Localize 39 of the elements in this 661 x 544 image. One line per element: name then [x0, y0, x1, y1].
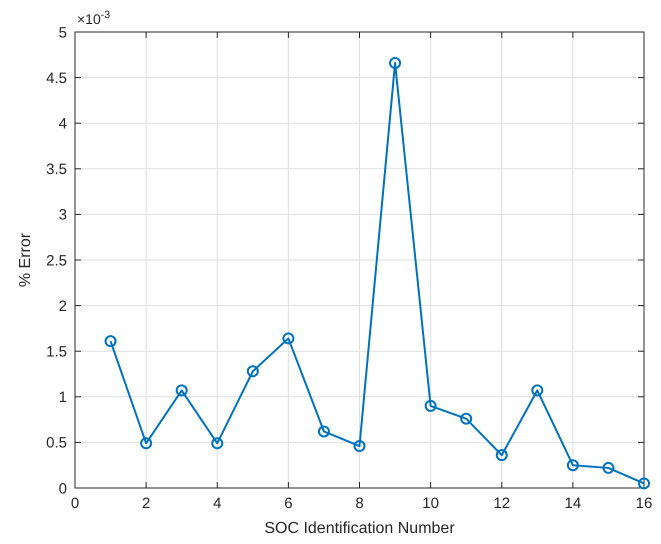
- x-tick-label: 14: [564, 495, 582, 512]
- y-tick-label: 1.5: [46, 343, 67, 360]
- point: [246, 365, 259, 378]
- x-tick-label: 2: [142, 495, 150, 512]
- point: [176, 384, 188, 396]
- point: [602, 462, 614, 474]
- point: [140, 437, 152, 450]
- x-tick-label: 6: [284, 495, 293, 512]
- x-axis-title: SOC Identification Number: [264, 520, 456, 537]
- y-tick-label: 4.5: [46, 70, 67, 87]
- y-tick-label: 3.5: [46, 161, 67, 178]
- x-tick-label: 0: [70, 495, 80, 512]
- text: ×10$^{-3}$: [77, 9, 110, 27]
- y-tick-label: 4: [58, 115, 67, 132]
- point: [424, 400, 437, 412]
- y-tick-label: 0.5: [46, 434, 67, 452]
- point: [496, 449, 508, 462]
- point: [211, 437, 224, 450]
- x-tick-label: 8: [355, 495, 364, 512]
- x-tick-label: 4: [213, 495, 222, 512]
- point: [531, 384, 544, 396]
- point: [638, 477, 650, 490]
- point: [318, 425, 330, 438]
- x-tick-label: 12: [493, 495, 510, 512]
- point: [104, 335, 117, 348]
- point: [460, 412, 472, 425]
- y-tick-label: 3: [58, 206, 67, 224]
- point: [389, 57, 402, 70]
- x-tick-label: 16: [636, 495, 652, 512]
- point: [282, 332, 294, 344]
- point: [354, 440, 366, 452]
- y-tick-label: 2.5: [46, 252, 67, 270]
- y-tick-label: 2: [58, 298, 67, 315]
- y-tick-label: 1: [58, 389, 67, 406]
- y-tick-label: 0: [58, 480, 67, 498]
- y-tick-label: 5: [58, 24, 67, 42]
- y-axis-title: % Error: [17, 232, 34, 288]
- x-tick-label: 10: [422, 495, 439, 512]
- point: [566, 459, 579, 472]
